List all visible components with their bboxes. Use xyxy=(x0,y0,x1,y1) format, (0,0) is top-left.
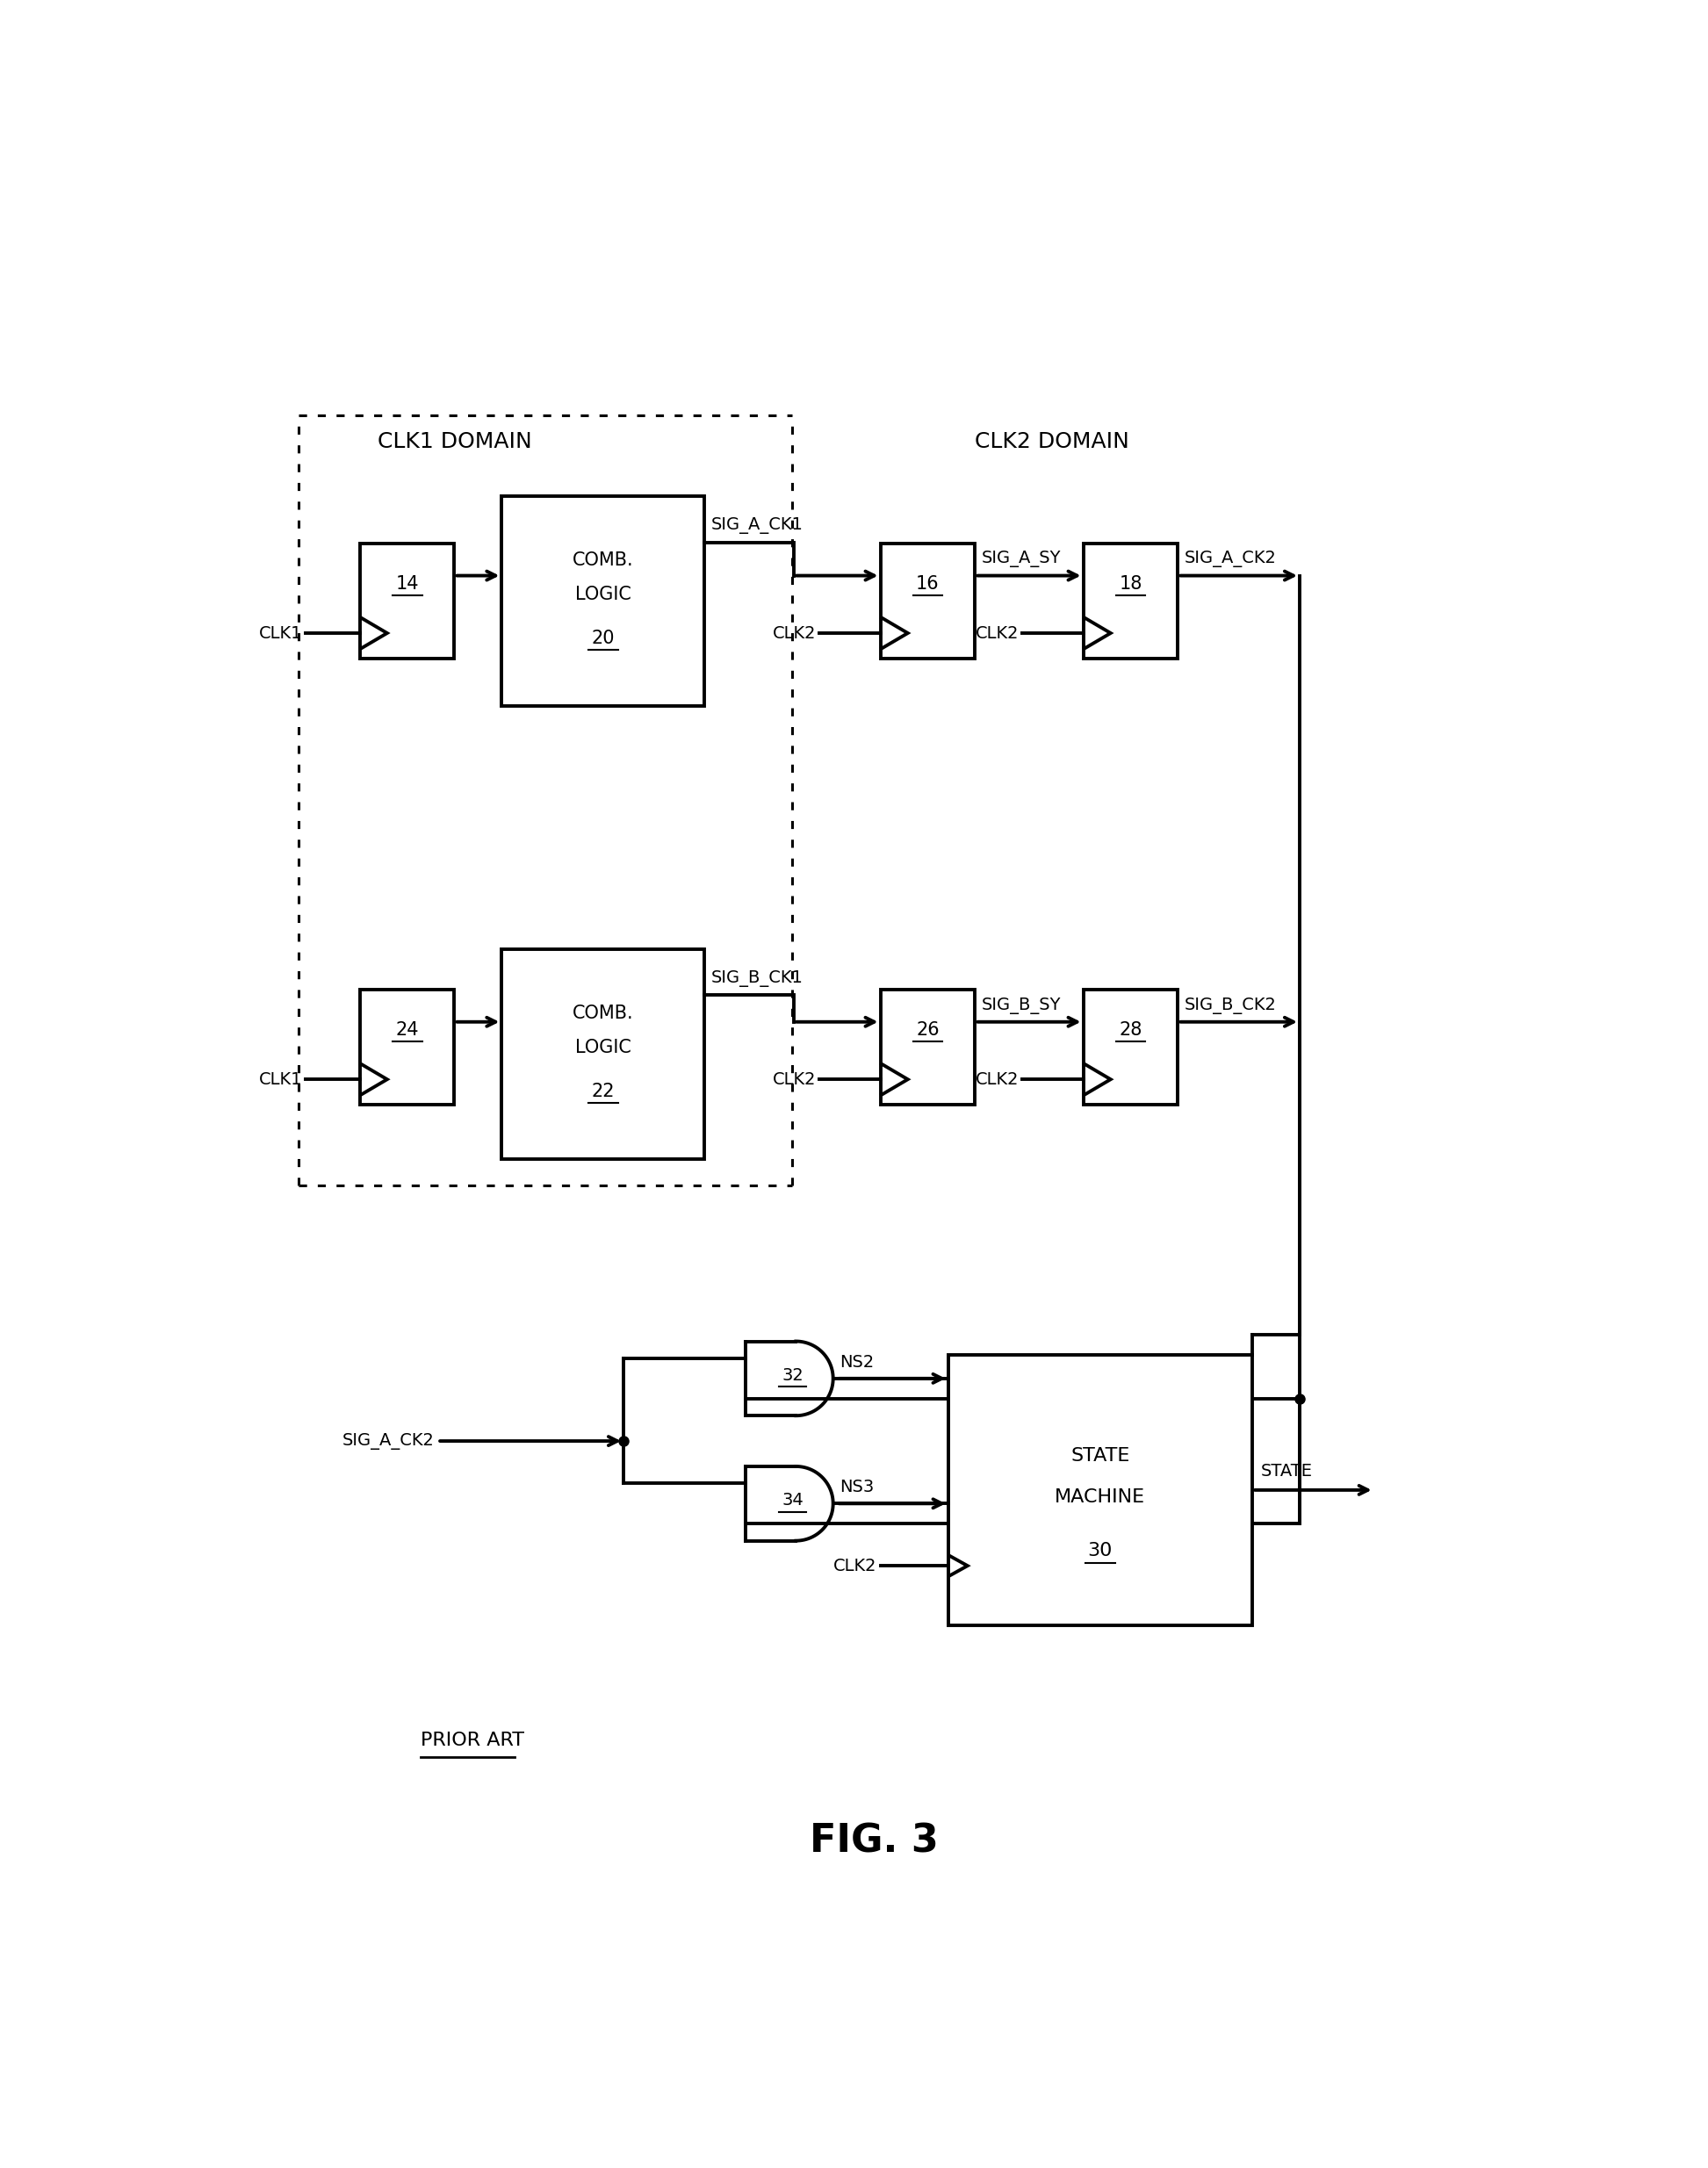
Text: 26: 26 xyxy=(915,1021,939,1038)
Text: CLK2: CLK2 xyxy=(834,1557,876,1574)
Text: CLK1 DOMAIN: CLK1 DOMAIN xyxy=(377,431,531,453)
Text: CLK2: CLK2 xyxy=(975,624,1020,642)
Text: CLK2: CLK2 xyxy=(772,624,816,642)
Text: 24: 24 xyxy=(396,1021,418,1038)
Text: COMB.: COMB. xyxy=(572,551,634,570)
Bar xyxy=(502,950,705,1158)
Text: CLK2: CLK2 xyxy=(772,1071,816,1088)
Text: 34: 34 xyxy=(782,1492,803,1509)
Text: CLK2: CLK2 xyxy=(975,1071,1020,1088)
Text: 22: 22 xyxy=(591,1082,615,1099)
Text: CLK1: CLK1 xyxy=(260,1071,302,1088)
Text: 30: 30 xyxy=(1088,1541,1112,1559)
Bar xyxy=(880,544,975,659)
Text: 14: 14 xyxy=(396,575,418,592)
Text: SIG_A_CK2: SIG_A_CK2 xyxy=(342,1433,434,1450)
Text: PRIOR ART: PRIOR ART xyxy=(420,1732,524,1750)
Text: MACHINE: MACHINE xyxy=(1056,1487,1146,1505)
Bar xyxy=(502,496,705,707)
Text: SIG_B_CK2: SIG_B_CK2 xyxy=(1185,997,1278,1015)
Bar xyxy=(1083,991,1179,1106)
Text: COMB.: COMB. xyxy=(572,1004,634,1021)
Bar xyxy=(1083,544,1179,659)
Text: 16: 16 xyxy=(915,575,939,592)
Text: SIG_B_SY: SIG_B_SY xyxy=(982,997,1061,1015)
Text: STATE: STATE xyxy=(1071,1448,1129,1466)
Text: CLK2 DOMAIN: CLK2 DOMAIN xyxy=(975,431,1129,453)
Text: 18: 18 xyxy=(1119,575,1143,592)
Text: LOGIC: LOGIC xyxy=(576,1038,632,1056)
Text: NS2: NS2 xyxy=(840,1353,874,1370)
Text: NS3: NS3 xyxy=(840,1479,874,1496)
Text: STATE: STATE xyxy=(1261,1463,1312,1481)
Text: CLK1: CLK1 xyxy=(260,624,302,642)
Bar xyxy=(880,991,975,1106)
Text: 28: 28 xyxy=(1119,1021,1143,1038)
Text: LOGIC: LOGIC xyxy=(576,585,632,603)
Text: SIG_A_SY: SIG_A_SY xyxy=(982,551,1061,568)
Text: 32: 32 xyxy=(782,1366,803,1383)
Text: SIG_A_CK1: SIG_A_CK1 xyxy=(711,518,803,533)
Bar xyxy=(360,544,454,659)
Text: 20: 20 xyxy=(591,629,615,646)
Bar xyxy=(360,991,454,1106)
Bar xyxy=(948,1355,1252,1626)
Text: FIG. 3: FIG. 3 xyxy=(810,1823,938,1860)
Text: SIG_A_CK2: SIG_A_CK2 xyxy=(1185,551,1278,568)
Text: SIG_B_CK1: SIG_B_CK1 xyxy=(711,971,803,986)
